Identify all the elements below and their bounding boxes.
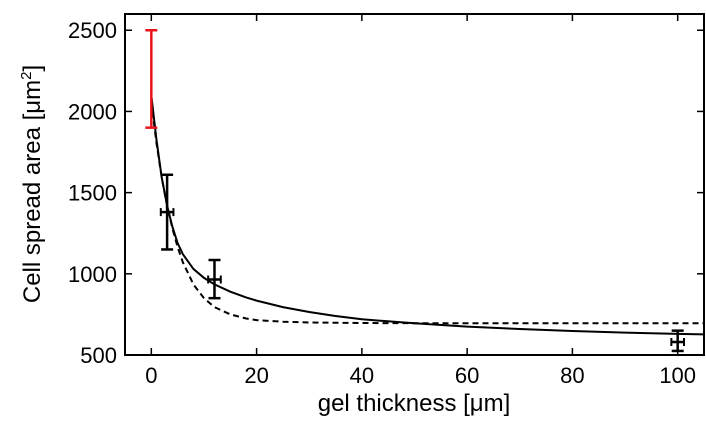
y-tick-label: 2000 bbox=[68, 99, 117, 124]
y-tick-label: 1500 bbox=[68, 181, 117, 206]
x-axis: 0 20 40 60 80 100 bbox=[145, 14, 696, 388]
y-tick-label: 500 bbox=[80, 343, 117, 368]
y-axis-title-close: ] bbox=[19, 65, 46, 72]
y-axis-title-main: Cell spread area [μm bbox=[19, 80, 46, 303]
plot-frame bbox=[124, 13, 705, 356]
y-tick-label: 2500 bbox=[68, 18, 117, 43]
x-tick-label: 60 bbox=[455, 363, 479, 388]
x-tick-label: 100 bbox=[659, 363, 696, 388]
plot-series bbox=[145, 28, 705, 353]
x-axis-title: gel thickness [μm] bbox=[318, 390, 511, 417]
data-point bbox=[159, 173, 175, 251]
x-tick-label: 80 bbox=[560, 363, 584, 388]
x-tick-label: 20 bbox=[244, 363, 268, 388]
solid-fit-line bbox=[150, 95, 705, 336]
y-tick-label: 1000 bbox=[68, 262, 117, 287]
data-point bbox=[145, 28, 158, 129]
data-point bbox=[207, 258, 222, 300]
x-tick-label: 40 bbox=[350, 363, 374, 388]
y-axis-title: Cell spread area [μm2] bbox=[18, 65, 46, 303]
y-axis: 500 1000 1500 2000 2500 bbox=[68, 18, 704, 368]
x-tick-label: 0 bbox=[145, 363, 157, 388]
y-axis-title-superscript: 2 bbox=[18, 72, 35, 80]
dashed-fit-line bbox=[150, 101, 704, 325]
